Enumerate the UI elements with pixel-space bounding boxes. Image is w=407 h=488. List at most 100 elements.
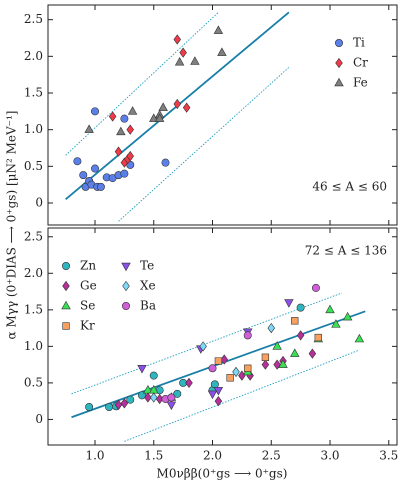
point [120,169,129,178]
point [296,330,305,341]
point [238,370,246,381]
point [190,56,200,65]
point [120,398,129,409]
point [284,299,294,308]
point [185,377,193,389]
point [143,384,153,394]
point [243,331,252,340]
point [144,392,152,403]
point [207,390,218,400]
point [331,319,341,328]
point [79,171,88,180]
point [126,395,135,404]
x-axis-label: M0νββ(0⁺gs ⟶ 0⁺gs) [157,467,288,481]
point [166,401,177,411]
point [273,359,281,370]
fit-line [124,349,360,442]
point [85,403,94,412]
point [290,348,300,357]
y-tick-label: 1.0 [24,122,43,136]
point [161,158,170,167]
legend-label: Te [140,259,154,273]
x-tick-label: 1.5 [144,449,163,463]
point [116,126,126,136]
legend-marker [334,77,344,87]
x-tick-label: 2.5 [262,449,281,463]
point [167,393,176,402]
point [127,106,138,115]
point [214,396,223,407]
point [342,311,353,321]
point [173,98,181,110]
point [137,365,147,374]
fit-line [65,12,219,156]
point [173,389,182,398]
legend-marker [61,261,70,270]
y-tick-label: 0.5 [24,159,43,173]
point [354,333,365,343]
point [158,102,168,111]
legend-label: Ti [353,36,365,50]
legend-label: Zn [80,259,96,273]
legend-label: Ba [140,299,156,313]
point [174,56,185,66]
y-tick-label: 2.0 [24,49,43,63]
point [261,353,270,361]
point [179,47,187,58]
point [120,114,129,123]
point [126,150,134,162]
y-tick-label: 2.0 [24,266,43,280]
legend-label: Se [80,299,95,313]
point [267,322,275,334]
point [199,341,207,352]
y-tick-label: 0 [35,196,43,210]
point [208,364,217,373]
point [149,371,158,380]
annotation: 72 ≤ A ≤ 136 [305,244,387,258]
plot-frame [47,227,398,446]
legend-marker [335,57,343,69]
point [244,364,252,372]
legend-label: Fe [353,76,368,90]
y-tick-label: 0 [35,412,43,426]
legend-marker [121,262,131,272]
point [226,374,234,382]
point [311,283,320,292]
point [232,366,240,378]
plot-frame [47,4,398,226]
x-tick-label: 3.5 [379,449,398,463]
point [91,164,100,173]
point [96,182,105,191]
point [272,341,282,350]
point [291,317,299,325]
point [173,34,181,45]
point [91,107,100,116]
y-tick-label: 1.0 [24,339,43,353]
point [105,403,114,412]
legend-marker [334,38,343,47]
point [114,146,123,157]
legend-label: Xe [140,279,156,293]
point [154,113,165,122]
x-tick-label: 3.0 [320,449,339,463]
point [217,47,227,56]
annotation: 46 ≤ A ≤ 60 [312,180,387,194]
point [210,380,219,389]
legend-label: Cr [353,56,368,70]
legend-label: Ge [80,279,97,293]
point [73,157,82,166]
point [214,357,223,365]
legend-marker [122,301,131,310]
point [325,304,335,314]
legend-label: Kr [80,319,95,333]
point [126,124,134,135]
fit-line [71,292,342,395]
x-tick-label: 2.0 [203,449,222,463]
y-tick-label: 0.5 [24,375,43,389]
legend-marker [61,300,71,310]
legend-marker [122,280,130,292]
point [84,124,94,133]
legend-marker [62,280,70,292]
point [278,359,288,368]
